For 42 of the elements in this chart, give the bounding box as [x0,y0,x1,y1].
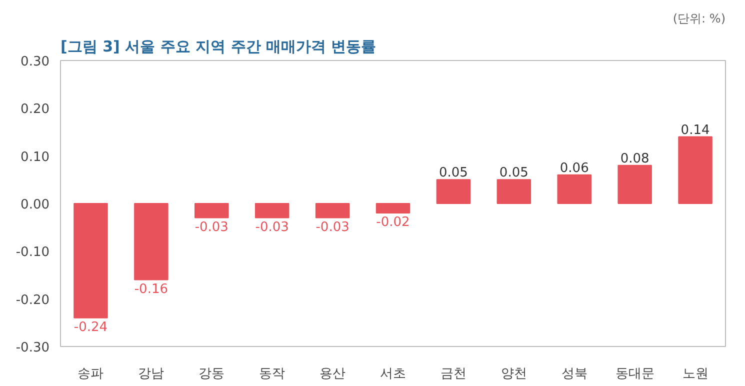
y-tick-label: 0.30 [20,54,50,70]
x-tick-label: 서초 [380,366,406,382]
y-tick-label: -0.20 [16,292,50,308]
bar [194,203,229,218]
data-label: 0.14 [680,122,710,138]
data-label: -0.02 [376,215,410,230]
data-label: -0.03 [194,220,228,235]
y-tick-label: -0.10 [16,245,50,260]
data-label: -0.24 [74,320,108,335]
bar [496,179,532,204]
bar [376,203,410,214]
x-tick-label: 용산 [320,366,346,382]
x-tick-label: 노원 [682,366,708,382]
y-tick-label: 0.00 [20,198,50,212]
x-tick-label: 성북 [561,366,588,382]
bar [436,179,471,204]
x-tick-label: 동대문 [615,366,654,382]
bar [74,203,108,318]
bar [678,136,712,204]
x-tick-label: 동작 [259,366,286,382]
x-tick-label: 금천 [440,366,466,382]
chart-title: [그림 3] 서울 주요 지역 주간 매매가격 변동률 [60,38,376,56]
data-label: 0.06 [560,160,589,176]
y-tick-label: -0.30 [16,340,50,356]
y-tick-label: 0.20 [20,102,50,118]
bar [557,174,592,204]
bar [254,203,290,218]
data-label: -0.03 [316,220,350,235]
data-label: -0.03 [255,220,289,235]
data-label: 0.05 [499,166,528,181]
y-tick-label: 0.10 [20,150,50,165]
x-tick-label: 강동 [198,366,225,382]
x-tick-label: 양천 [500,366,527,382]
bar [315,203,350,218]
text: (단위: %) [672,12,726,26]
x-tick-label: 강남 [138,366,164,382]
data-label: 0.05 [438,166,468,181]
data-label: -0.16 [134,282,168,297]
data-label: 0.08 [620,151,650,166]
bar [134,203,168,280]
x-tick-label: 송파 [78,366,104,382]
bar [618,164,652,204]
